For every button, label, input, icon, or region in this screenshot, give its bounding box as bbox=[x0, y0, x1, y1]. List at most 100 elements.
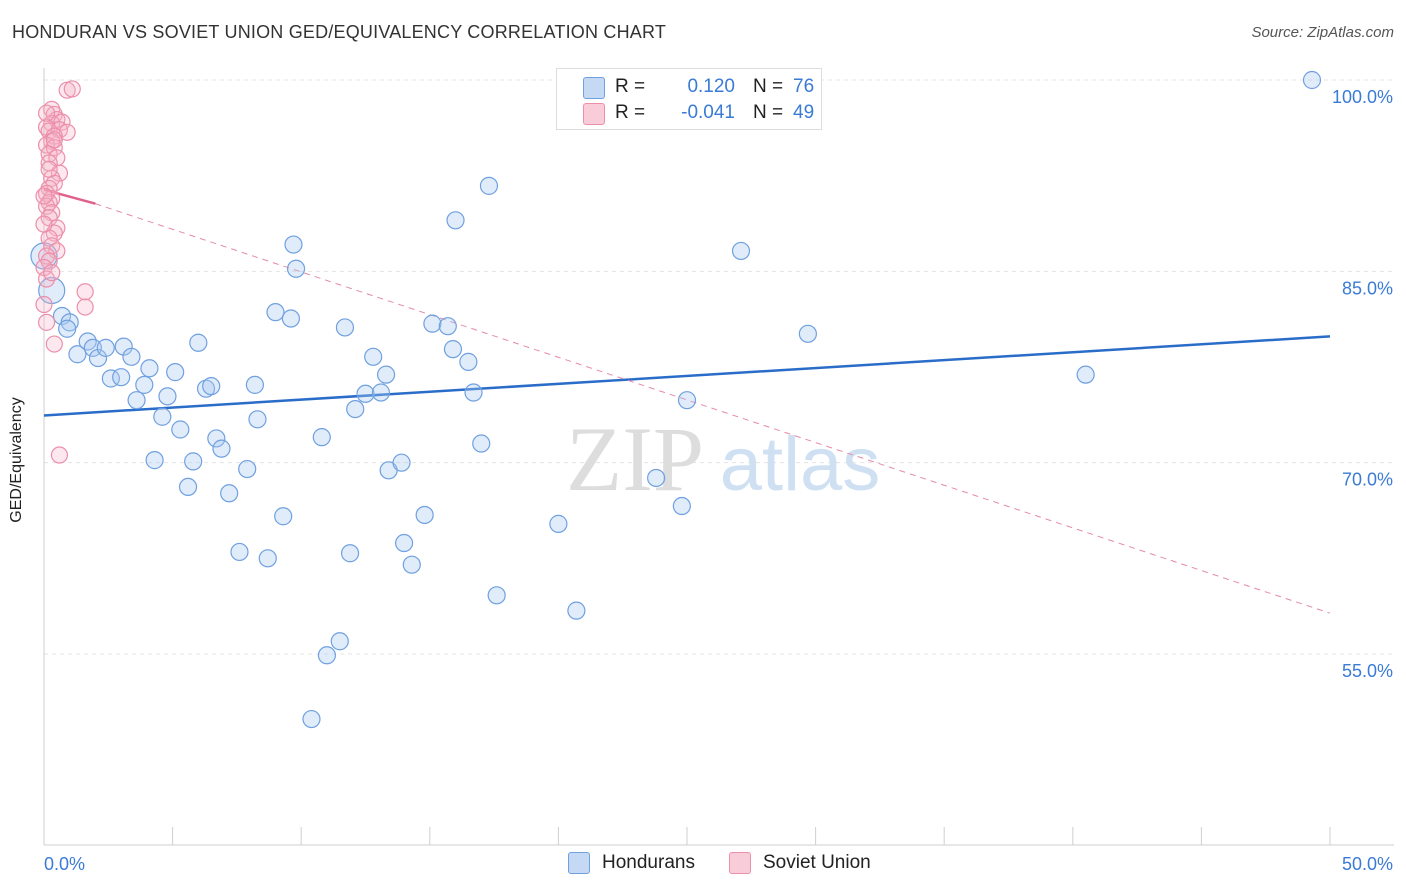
data-point-hondurans bbox=[58, 319, 77, 338]
trend-line-soviet-union-projected bbox=[95, 203, 1331, 614]
data-point-hondurans bbox=[472, 434, 491, 453]
y-tick-label: 55.0% bbox=[1342, 661, 1393, 681]
data-point-hondurans bbox=[446, 211, 465, 230]
data-point-hondurans bbox=[394, 533, 414, 553]
series-legend-hondurans[interactable]: Hondurans bbox=[568, 852, 695, 874]
data-point-hondurans bbox=[248, 410, 267, 429]
data-point-hondurans bbox=[402, 555, 421, 574]
data-point-hondurans bbox=[335, 318, 355, 337]
data-point-hondurans bbox=[220, 484, 239, 503]
series-swatch-soviet-union bbox=[729, 852, 751, 874]
watermark: ZIP atlas bbox=[566, 408, 880, 510]
data-point-hondurans bbox=[312, 428, 331, 447]
data-point-hondurans bbox=[346, 399, 365, 419]
y-tick-label: 70.0% bbox=[1342, 470, 1393, 490]
data-point-hondurans bbox=[464, 383, 483, 402]
data-point-soviet-union bbox=[37, 313, 56, 331]
data-point-hondurans bbox=[245, 375, 265, 394]
gridlines bbox=[44, 79, 1394, 655]
data-point-hondurans bbox=[122, 347, 141, 366]
data-point-hondurans bbox=[376, 365, 396, 384]
stats-legend: R = 0.120 N = 76 R = -0.041 N = 49 bbox=[556, 68, 822, 130]
source-label[interactable]: Source: ZipAtlas.com bbox=[1251, 24, 1394, 41]
watermark-zip: ZIP bbox=[566, 408, 704, 510]
data-point-soviet-union bbox=[35, 187, 53, 205]
data-point-soviet-union bbox=[45, 335, 63, 353]
series-legend-label: Soviet Union bbox=[763, 852, 871, 873]
data-point-hondurans bbox=[238, 459, 257, 479]
data-point-hondurans bbox=[178, 477, 198, 497]
legend-r-label: R = bbox=[615, 102, 646, 123]
data-point-hondurans bbox=[364, 347, 383, 366]
data-point-hondurans bbox=[286, 259, 306, 278]
watermark-atlas: atlas bbox=[720, 422, 881, 507]
x-tick-label: 50.0% bbox=[1342, 854, 1393, 874]
data-point-hondurans bbox=[112, 368, 131, 387]
data-point-soviet-union bbox=[50, 446, 69, 464]
data-point-hondurans bbox=[284, 235, 303, 254]
data-point-hondurans bbox=[212, 439, 231, 458]
data-point-hondurans bbox=[135, 375, 154, 394]
data-point-hondurans bbox=[443, 340, 463, 359]
data-point-hondurans bbox=[798, 324, 817, 343]
legend-n-value-hondurans: 76 bbox=[793, 76, 815, 97]
data-point-hondurans bbox=[731, 241, 751, 261]
data-point-soviet-union bbox=[63, 80, 81, 98]
data-point-hondurans bbox=[459, 352, 478, 371]
y-axis-label: GED/Equivalency bbox=[8, 397, 25, 523]
data-point-soviet-union bbox=[45, 131, 63, 149]
data-point-hondurans bbox=[207, 429, 226, 448]
data-point-hondurans bbox=[302, 709, 321, 729]
data-point-hondurans bbox=[392, 453, 411, 472]
data-point-hondurans bbox=[479, 176, 499, 195]
legend-r-label: R = bbox=[615, 76, 646, 97]
legend-n-value-soviet-union: 49 bbox=[793, 102, 815, 123]
legend-r-value-soviet-union: -0.041 bbox=[681, 102, 735, 123]
data-point-hondurans bbox=[356, 384, 375, 403]
data-point-soviet-union bbox=[76, 298, 94, 316]
data-point-soviet-union bbox=[40, 160, 58, 178]
data-point-hondurans bbox=[196, 379, 216, 398]
data-point-hondurans bbox=[189, 333, 208, 352]
tick-labels: 100.0% 85.0% 70.0% 55.0% 0.0% 50.0% bbox=[44, 87, 1393, 874]
legend-n-label: N = bbox=[753, 76, 784, 97]
legend-row-soviet-union: R = -0.041 N = 49 bbox=[615, 101, 814, 125]
data-point-hondurans bbox=[1302, 70, 1322, 90]
data-points bbox=[30, 70, 1322, 729]
data-point-hondurans bbox=[423, 314, 442, 333]
data-point-hondurans bbox=[487, 586, 506, 605]
data-point-hondurans bbox=[266, 303, 285, 322]
data-point-hondurans bbox=[127, 391, 146, 410]
data-point-hondurans bbox=[153, 407, 172, 426]
data-point-hondurans bbox=[145, 451, 164, 470]
series-legend-label: Hondurans bbox=[602, 852, 695, 873]
data-point-hondurans bbox=[672, 496, 691, 516]
data-point-hondurans bbox=[96, 338, 115, 357]
data-point-hondurans bbox=[230, 542, 249, 562]
data-point-hondurans bbox=[677, 391, 697, 410]
data-point-hondurans bbox=[549, 514, 568, 533]
data-point-hondurans bbox=[114, 337, 133, 356]
series-legend-soviet-union[interactable]: Soviet Union bbox=[729, 852, 871, 874]
data-point-hondurans bbox=[68, 345, 87, 364]
x-tick-label: 0.0% bbox=[44, 854, 85, 874]
data-point-soviet-union bbox=[35, 295, 53, 314]
trend-line-hondurans bbox=[43, 335, 1331, 417]
data-point-hondurans bbox=[202, 377, 221, 396]
data-point-hondurans bbox=[281, 309, 301, 328]
data-point-hondurans bbox=[140, 359, 159, 378]
data-point-hondurans bbox=[258, 549, 277, 568]
y-tick-label: 100.0% bbox=[1332, 87, 1393, 107]
data-point-soviet-union bbox=[58, 123, 76, 141]
legend-swatch-hondurans bbox=[583, 77, 605, 99]
data-point-hondurans bbox=[371, 383, 391, 402]
data-point-hondurans bbox=[647, 468, 666, 488]
data-point-soviet-union bbox=[37, 104, 56, 122]
data-point-hondurans bbox=[340, 544, 360, 563]
legend-n-label: N = bbox=[753, 102, 784, 123]
data-point-hondurans bbox=[317, 646, 337, 665]
trend-line-soviet-union bbox=[43, 188, 96, 205]
data-point-hondurans bbox=[330, 632, 349, 651]
legend-row-hondurans: R = 0.120 N = 76 bbox=[615, 75, 814, 99]
data-point-hondurans bbox=[567, 601, 586, 620]
